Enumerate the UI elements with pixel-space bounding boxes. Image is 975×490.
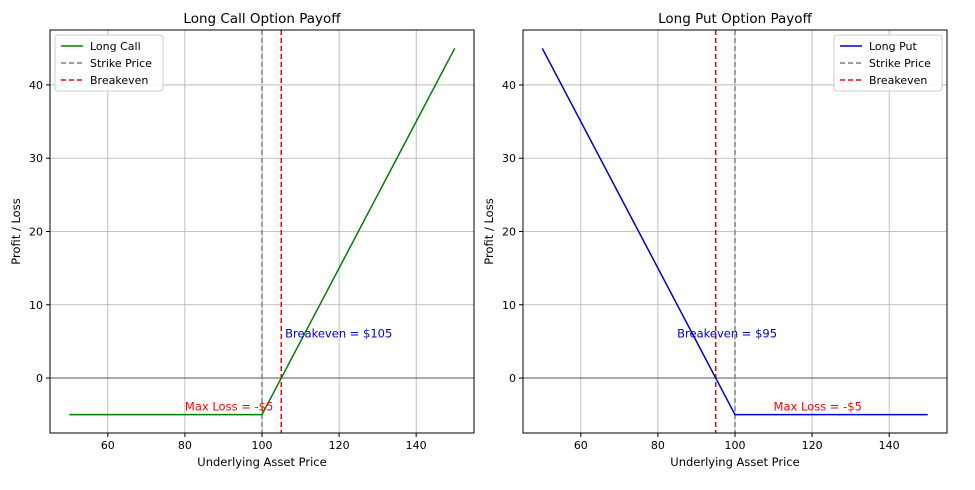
y-tick-label: 20 (502, 226, 516, 239)
y-tick-label: 10 (29, 299, 43, 312)
x-tick-label: 120 (802, 439, 823, 452)
x-tick-label: 60 (574, 439, 588, 452)
annotation-max-loss: Max Loss = -$5 (774, 400, 862, 414)
y-tick-label: 10 (502, 299, 516, 312)
legend-box (833, 34, 943, 92)
legend-label: Long Call (90, 40, 141, 53)
y-axis-label: Profit / Loss (9, 198, 23, 264)
x-axis-label: Underlying Asset Price (670, 455, 799, 469)
y-tick-label: 0 (509, 372, 516, 385)
long-call-series-line (69, 47, 456, 416)
y-tick-label: 30 (29, 152, 43, 165)
long-put-series-line (541, 47, 928, 416)
x-tick-label: 140 (879, 439, 900, 452)
x-tick-label: 100 (725, 439, 746, 452)
y-tick-label: 40 (29, 79, 43, 92)
legend-label: Breakeven (869, 74, 927, 87)
y-tick-label: 20 (29, 226, 43, 239)
legend-box (54, 34, 164, 92)
y-axis-label: Profit / Loss (482, 198, 496, 264)
legend: Long Put Strike Price Breakeven (833, 34, 943, 92)
annotation-max-loss: Max Loss = -$5 (185, 400, 273, 414)
x-tick-label: 80 (178, 439, 192, 452)
x-axis-label: Underlying Asset Price (197, 455, 326, 469)
y-tick-label: 0 (36, 372, 43, 385)
x-tick-label: 140 (406, 439, 427, 452)
y-tick-label: 30 (502, 152, 516, 165)
annotation-breakeven: Breakeven = $95 (677, 326, 777, 340)
legend-label: Strike Price (90, 57, 152, 70)
chart-title: Long Call Option Payoff (183, 11, 341, 27)
x-tick-label: 60 (101, 439, 115, 452)
annotation-breakeven: Breakeven = $105 (285, 326, 392, 340)
legend: Long Call Strike Price Breakeven (54, 34, 164, 92)
legend-label: Strike Price (869, 57, 931, 70)
x-tick-label: 120 (329, 439, 350, 452)
legend-label: Long Put (869, 40, 918, 53)
x-tick-label: 100 (252, 439, 273, 452)
chart-title: Long Put Option Payoff (658, 11, 812, 27)
x-tick-label: 80 (651, 439, 665, 452)
y-tick-label: 40 (502, 79, 516, 92)
legend-label: Breakeven (90, 74, 148, 87)
